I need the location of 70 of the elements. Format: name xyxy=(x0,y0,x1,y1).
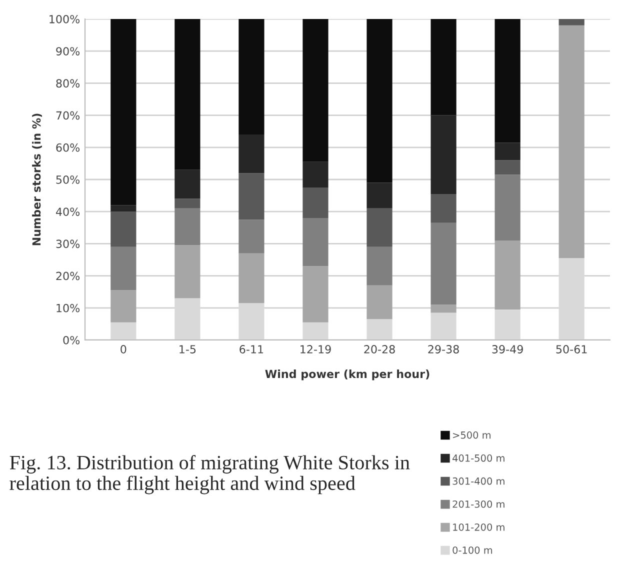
y-tick-label: 10% xyxy=(56,304,80,312)
bar xyxy=(110,212,136,247)
bar xyxy=(174,198,200,208)
bar xyxy=(174,19,200,170)
y-tick-label: 100% xyxy=(50,14,80,24)
x-axis-title: Wind power (km per hour) xyxy=(265,370,430,380)
bar xyxy=(366,319,392,340)
bar xyxy=(430,194,456,223)
bar xyxy=(238,220,264,254)
x-tick-label: 0 xyxy=(120,345,126,354)
legend-label: 301-400 m xyxy=(452,477,504,485)
legend-label: 0-100 m xyxy=(452,546,492,554)
bar xyxy=(494,160,520,175)
y-tick-label: 40% xyxy=(56,208,80,216)
y-tick-label: 0% xyxy=(63,336,80,344)
legend-label: >500 m xyxy=(453,431,490,439)
bar xyxy=(174,208,200,246)
y-tick-label: 70% xyxy=(56,111,80,120)
bar xyxy=(430,222,456,305)
x-tick-label: 20-28 xyxy=(364,345,395,354)
bar xyxy=(494,174,520,240)
bar xyxy=(366,246,392,286)
bar xyxy=(302,266,328,322)
bar xyxy=(238,253,264,304)
y-tick-label: 90% xyxy=(56,47,80,56)
bar xyxy=(430,19,456,116)
bar xyxy=(302,322,328,340)
x-tick-label: 29-38 xyxy=(428,345,459,354)
caption: Fig. 13. Distribution of migrating White Storks in relation to the flight height and wind speed xyxy=(10,455,410,494)
bar xyxy=(302,188,328,218)
y-tick-label: 60% xyxy=(56,143,80,152)
x-tick-label: 50-61 xyxy=(556,345,587,354)
bar xyxy=(494,142,520,160)
bar xyxy=(110,19,136,206)
bar xyxy=(494,19,520,143)
bar xyxy=(366,19,392,183)
legend-label: 401-500 m xyxy=(452,454,504,462)
bar xyxy=(366,208,392,247)
x-tick-label: 1-5 xyxy=(180,345,196,354)
bar xyxy=(174,170,200,199)
bar xyxy=(430,312,456,340)
bar xyxy=(110,205,136,212)
bar xyxy=(110,322,136,340)
legend-label: 101-200 m xyxy=(453,523,504,531)
bar xyxy=(302,162,328,188)
bar xyxy=(494,240,520,310)
x-tick-label: 6-11 xyxy=(240,345,264,354)
bar xyxy=(238,173,264,220)
bar xyxy=(430,304,456,313)
bar xyxy=(302,218,328,266)
y-tick-label: 80% xyxy=(56,79,80,88)
bar xyxy=(494,310,520,340)
y-axis-title: Number storks (in %) xyxy=(32,114,42,246)
bar xyxy=(558,25,584,258)
bar xyxy=(110,246,136,290)
y-tick-label: 20% xyxy=(56,272,80,280)
y-tick-label: 30% xyxy=(56,240,80,248)
legend-label: 201-300 m xyxy=(452,500,504,508)
bar xyxy=(430,115,456,194)
bar xyxy=(174,245,200,298)
bar xyxy=(110,290,136,322)
y-tick-label: 50% xyxy=(56,175,80,184)
bar xyxy=(238,19,264,135)
bar xyxy=(238,134,264,174)
x-tick-label: 39-49 xyxy=(492,345,523,354)
bar xyxy=(558,19,584,26)
x-tick-label: 12-19 xyxy=(300,345,331,354)
bar xyxy=(366,182,392,208)
bar xyxy=(302,19,328,162)
bar xyxy=(366,285,392,320)
